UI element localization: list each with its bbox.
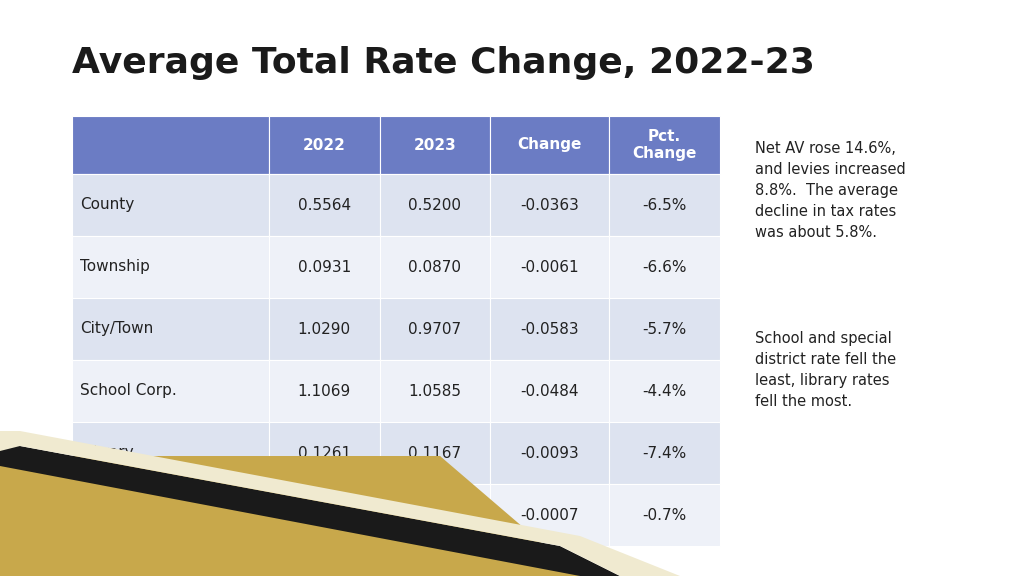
- Polygon shape: [269, 174, 380, 236]
- Polygon shape: [72, 360, 269, 422]
- Polygon shape: [490, 298, 609, 360]
- Polygon shape: [490, 422, 609, 484]
- Text: 0.5564: 0.5564: [298, 198, 351, 213]
- Polygon shape: [72, 174, 269, 236]
- Text: -7.4%: -7.4%: [642, 445, 687, 460]
- Text: Net AV rose 14.6%,
and levies increased
8.8%.  The average
decline in tax rates
: Net AV rose 14.6%, and levies increased …: [755, 141, 906, 240]
- Text: Change: Change: [517, 138, 582, 153]
- Polygon shape: [72, 116, 269, 174]
- Text: -6.6%: -6.6%: [642, 260, 687, 275]
- Polygon shape: [609, 360, 720, 422]
- Text: 1.0290: 1.0290: [298, 321, 351, 336]
- Text: 0.1167: 0.1167: [409, 445, 462, 460]
- Polygon shape: [490, 174, 609, 236]
- Text: -6.5%: -6.5%: [642, 198, 687, 213]
- Polygon shape: [490, 236, 609, 298]
- Text: -0.0007: -0.0007: [520, 507, 579, 522]
- Polygon shape: [490, 116, 609, 174]
- Polygon shape: [72, 298, 269, 360]
- Polygon shape: [72, 236, 269, 298]
- Polygon shape: [269, 116, 380, 174]
- Polygon shape: [380, 360, 490, 422]
- Text: 0.0870: 0.0870: [409, 260, 462, 275]
- Polygon shape: [72, 484, 269, 546]
- Polygon shape: [609, 174, 720, 236]
- Text: City/Town: City/Town: [80, 321, 154, 336]
- Text: County: County: [80, 198, 134, 213]
- Text: -0.0093: -0.0093: [520, 445, 580, 460]
- Polygon shape: [0, 431, 680, 576]
- Text: Pct.
Change: Pct. Change: [633, 129, 696, 161]
- Text: -0.0363: -0.0363: [520, 198, 580, 213]
- Polygon shape: [0, 456, 580, 576]
- Polygon shape: [380, 116, 490, 174]
- Text: Special Dist.: Special Dist.: [80, 507, 175, 522]
- Text: 0.1261: 0.1261: [298, 445, 351, 460]
- Polygon shape: [72, 422, 269, 484]
- Text: 1.0585: 1.0585: [409, 384, 462, 399]
- Text: -0.7%: -0.7%: [642, 507, 687, 522]
- Text: 2022: 2022: [303, 138, 346, 153]
- Text: School Corp.: School Corp.: [80, 384, 177, 399]
- Text: -0.0061: -0.0061: [520, 260, 580, 275]
- Polygon shape: [380, 236, 490, 298]
- Polygon shape: [609, 298, 720, 360]
- Text: Township: Township: [80, 260, 150, 275]
- Polygon shape: [380, 298, 490, 360]
- Polygon shape: [380, 422, 490, 484]
- Text: 0.1002: 0.1002: [298, 507, 351, 522]
- Polygon shape: [269, 236, 380, 298]
- Polygon shape: [609, 236, 720, 298]
- Text: -0.0583: -0.0583: [520, 321, 580, 336]
- Text: 2023: 2023: [414, 138, 457, 153]
- Text: 1.1069: 1.1069: [298, 384, 351, 399]
- Polygon shape: [490, 484, 609, 546]
- Polygon shape: [269, 484, 380, 546]
- Text: -0.0484: -0.0484: [520, 384, 579, 399]
- Polygon shape: [609, 422, 720, 484]
- Polygon shape: [609, 116, 720, 174]
- Polygon shape: [609, 484, 720, 546]
- Text: Average Total Rate Change, 2022-23: Average Total Rate Change, 2022-23: [72, 46, 815, 80]
- Text: School and special
district rate fell the
least, library rates
fell the most.: School and special district rate fell th…: [755, 331, 896, 409]
- Polygon shape: [380, 484, 490, 546]
- Polygon shape: [269, 422, 380, 484]
- Text: 0.0995: 0.0995: [409, 507, 462, 522]
- Text: Library: Library: [80, 445, 133, 460]
- Text: 0.0931: 0.0931: [298, 260, 351, 275]
- Polygon shape: [490, 360, 609, 422]
- Text: -4.4%: -4.4%: [642, 384, 687, 399]
- Polygon shape: [0, 446, 620, 576]
- Text: -5.7%: -5.7%: [642, 321, 687, 336]
- Text: 0.5200: 0.5200: [409, 198, 462, 213]
- Polygon shape: [269, 298, 380, 360]
- Polygon shape: [269, 360, 380, 422]
- Polygon shape: [380, 174, 490, 236]
- Text: 0.9707: 0.9707: [409, 321, 462, 336]
